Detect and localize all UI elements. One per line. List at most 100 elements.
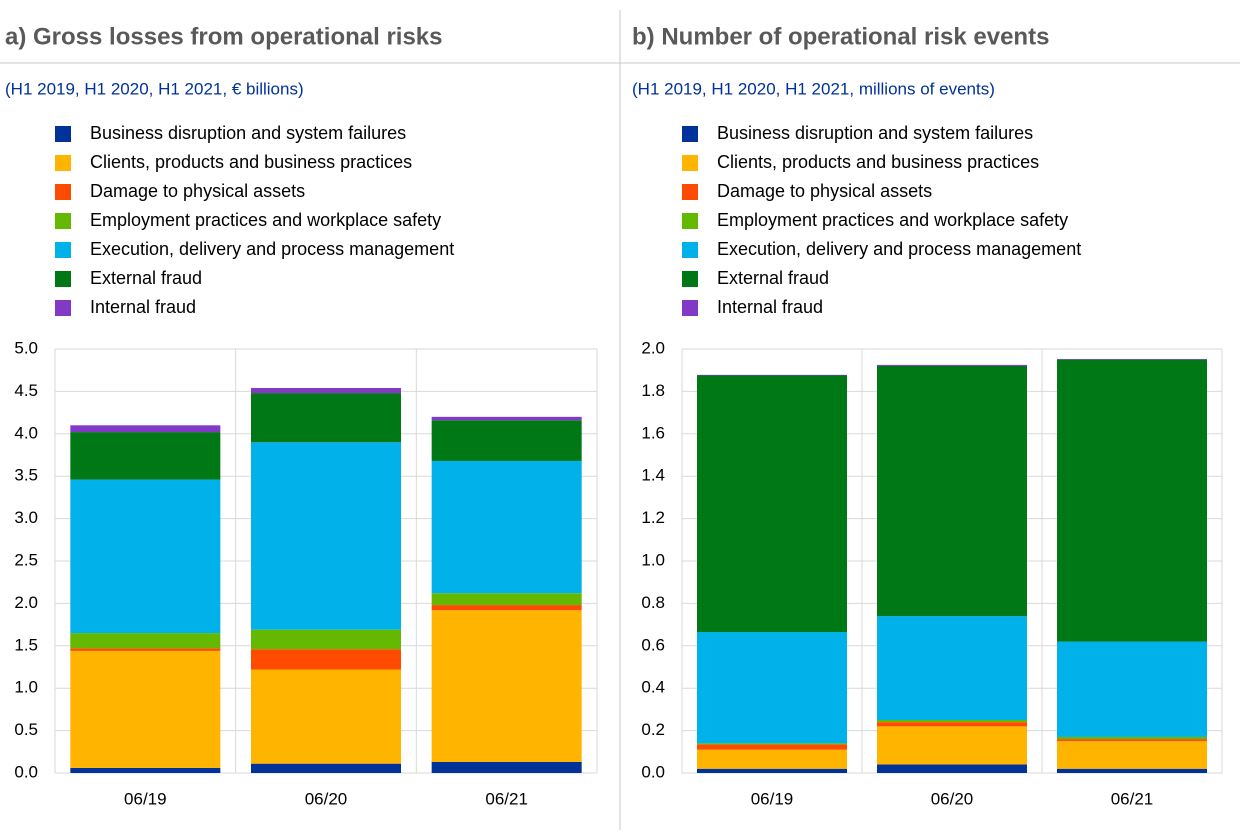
x-tick-label: 06/21	[1111, 789, 1154, 808]
legend-swatch	[682, 300, 698, 316]
bar-segment	[697, 632, 847, 744]
y-tick-label: 3.5	[14, 466, 38, 485]
bar-segment	[1057, 739, 1207, 742]
legend-label: Employment practices and workplace safet…	[717, 210, 1068, 230]
bar-segment	[1057, 741, 1207, 769]
bar-segment	[70, 633, 221, 649]
y-tick-label: 5.0	[14, 338, 38, 357]
legend-label: Internal fraud	[90, 297, 196, 317]
y-tick-label: 0.2	[641, 720, 665, 739]
legend-label: Business disruption and system failures	[90, 123, 406, 143]
legend-swatch	[55, 184, 71, 200]
bar-segment	[70, 767, 221, 773]
bar-segment	[877, 720, 1027, 723]
y-tick-label: 1.8	[641, 381, 665, 400]
legend-swatch	[55, 126, 71, 142]
y-tick-label: 2.5	[14, 550, 38, 569]
y-tick-label: 1.4	[641, 466, 665, 485]
bar-segment	[877, 764, 1027, 773]
bar-segment	[431, 460, 582, 594]
bar-segment	[877, 722, 1027, 727]
legend-swatch	[55, 300, 71, 316]
bar-segment	[1057, 358, 1207, 360]
legend-label: Employment practices and workplace safet…	[90, 210, 441, 230]
bar-segment	[431, 416, 582, 421]
bar-segment	[431, 605, 582, 611]
bar-segment	[1057, 641, 1207, 737]
bar-segment	[70, 479, 221, 634]
bar-segment	[251, 763, 401, 773]
y-tick-label: 3.0	[14, 508, 38, 527]
y-tick-label: 1.5	[14, 635, 38, 654]
bar-segment	[1057, 359, 1207, 642]
y-tick-label: 2.0	[14, 593, 38, 612]
bar-segment	[431, 761, 582, 773]
y-tick-label: 0.5	[14, 720, 38, 739]
x-tick-label: 06/19	[751, 789, 794, 808]
y-tick-label: 1.0	[14, 678, 38, 697]
bar-segment	[877, 616, 1027, 720]
legend-swatch	[55, 213, 71, 229]
bar-segment	[697, 743, 847, 745]
bar-segment	[697, 768, 847, 773]
legend-swatch	[682, 155, 698, 171]
legend-label: Business disruption and system failures	[717, 123, 1033, 143]
bar-segment	[70, 425, 221, 433]
legend-label: Execution, delivery and process manageme…	[90, 239, 454, 259]
bar-segment	[251, 442, 401, 630]
legend-swatch	[682, 242, 698, 258]
bar-segment	[697, 749, 847, 769]
bar-segment	[431, 610, 582, 762]
y-tick-label: 2.0	[641, 338, 665, 357]
y-tick-label: 0.8	[641, 593, 665, 612]
x-tick-label: 06/19	[124, 789, 167, 808]
y-tick-label: 0.6	[641, 635, 665, 654]
y-tick-label: 0.0	[14, 762, 38, 781]
y-tick-label: 0.0	[641, 762, 665, 781]
legend-label: Clients, products and business practices	[717, 152, 1039, 172]
bar-segment	[251, 629, 401, 650]
bar-segment	[251, 388, 401, 394]
bar-segment	[70, 650, 221, 768]
bar-segment	[70, 648, 221, 651]
legend-label: Internal fraud	[717, 297, 823, 317]
y-tick-label: 1.6	[641, 423, 665, 442]
legend-label: Clients, products and business practices	[90, 152, 412, 172]
legend-swatch	[55, 271, 71, 287]
chart-title: b) Number of operational risk events	[632, 23, 1049, 50]
legend-swatch	[55, 242, 71, 258]
bar-segment	[251, 669, 401, 764]
bar-segment	[697, 375, 847, 633]
chart-subtitle: (H1 2019, H1 2020, H1 2021, € billions)	[5, 79, 304, 98]
legend-label: External fraud	[90, 268, 202, 288]
x-tick-label: 06/20	[931, 789, 974, 808]
legend-swatch	[55, 155, 71, 171]
legend-swatch	[682, 271, 698, 287]
bar-segment	[251, 649, 401, 670]
y-tick-label: 1.0	[641, 550, 665, 569]
x-tick-label: 06/20	[305, 789, 348, 808]
legend-label: Damage to physical assets	[717, 181, 932, 201]
y-tick-label: 4.0	[14, 423, 38, 442]
bar-segment	[1057, 768, 1207, 773]
y-tick-label: 0.4	[641, 678, 665, 697]
bar-segment	[877, 364, 1027, 366]
bar-segment	[697, 374, 847, 376]
bar-segment	[1057, 736, 1207, 740]
legend-label: Damage to physical assets	[90, 181, 305, 201]
legend-label: Execution, delivery and process manageme…	[717, 239, 1081, 259]
bar-segment	[877, 726, 1027, 765]
legend-label: External fraud	[717, 268, 829, 288]
bar-segment	[70, 432, 221, 480]
bar-segment	[251, 393, 401, 443]
chart-subtitle: (H1 2019, H1 2020, H1 2021, millions of …	[632, 79, 995, 98]
chart-title: a) Gross losses from operational risks	[5, 23, 443, 50]
legend-swatch	[682, 126, 698, 142]
x-tick-label: 06/21	[485, 789, 528, 808]
bar-segment	[877, 365, 1027, 617]
y-tick-label: 4.5	[14, 381, 38, 400]
bar-segment	[431, 420, 582, 461]
y-tick-label: 1.2	[641, 508, 665, 527]
bar-segment	[431, 593, 582, 606]
